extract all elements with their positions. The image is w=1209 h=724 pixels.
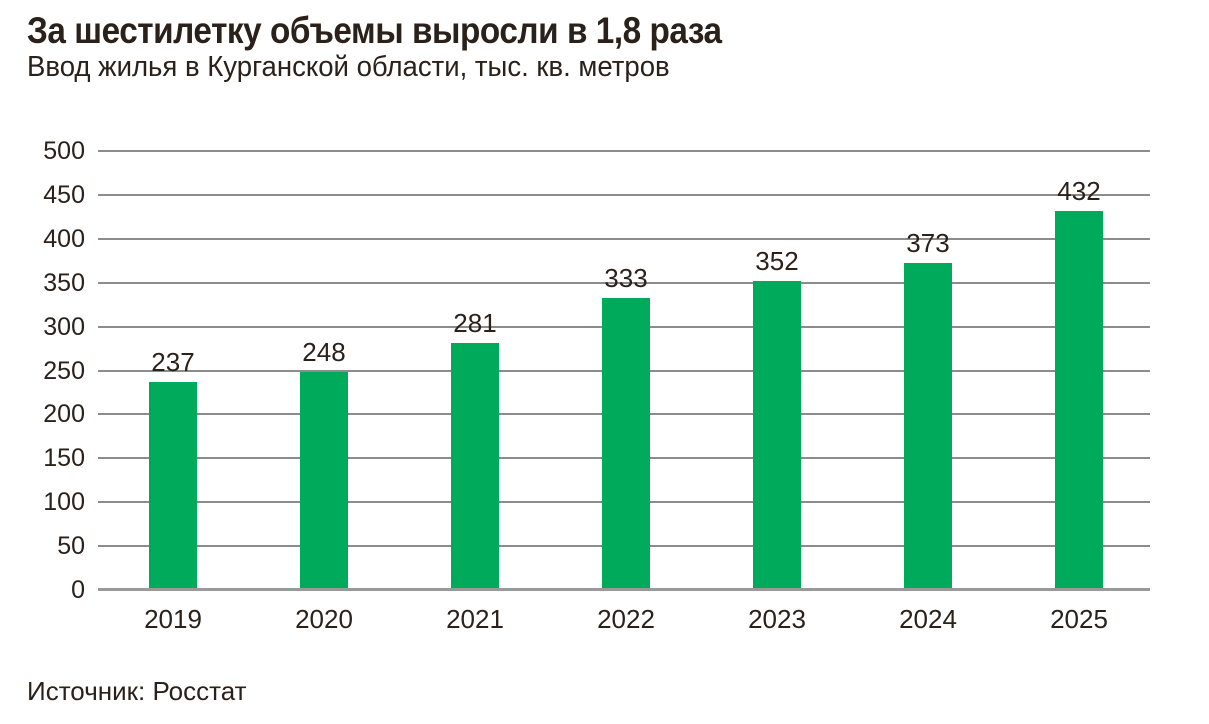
x-tick-label: 2021 — [446, 604, 504, 634]
chart-title: За шестилетку объемы выросли в 1,8 раза — [27, 10, 722, 51]
bar-value-label: 248 — [302, 337, 346, 368]
bar — [300, 372, 348, 590]
bar — [602, 297, 650, 590]
bar-value-label: 237 — [151, 346, 195, 377]
bar — [1055, 210, 1103, 590]
y-tick-label: 250 — [43, 356, 85, 385]
chart-subtitle: Ввод жилья в Курганской области, тыс. кв… — [27, 51, 670, 83]
bar-value-label: 352 — [755, 245, 799, 276]
y-tick-label: 200 — [43, 400, 85, 429]
y-tick-label: 50 — [57, 532, 85, 561]
bar — [904, 262, 952, 590]
x-tick-label: 2024 — [899, 604, 957, 634]
bar — [149, 381, 197, 590]
y-tick-label: 350 — [43, 268, 85, 297]
x-tick-label: 2020 — [295, 604, 353, 634]
y-tick-label: 150 — [43, 444, 85, 473]
source-note: Источник: Росстат — [27, 676, 247, 706]
plot-area: 237 2019 248 2020 281 2021 333 2022 352 2023 373 20… — [98, 150, 1150, 634]
bar-value-label: 373 — [906, 227, 950, 258]
bar-value-label: 281 — [453, 308, 497, 339]
gridline — [98, 281, 1150, 284]
gridline — [98, 237, 1150, 240]
x-tick-label: 2023 — [748, 604, 806, 634]
y-tick-label: 450 — [43, 180, 85, 209]
y-axis: 0 50 100 150 200 250 300 350 400 450 500 — [0, 0, 85, 724]
y-tick-label: 100 — [43, 488, 85, 517]
bar — [753, 280, 801, 590]
y-tick-label: 400 — [43, 224, 85, 253]
x-tick-label: 2022 — [597, 604, 655, 634]
y-tick-label: 0 — [71, 576, 85, 604]
gridline — [98, 193, 1150, 196]
gridline — [98, 150, 1150, 152]
x-axis-line — [98, 588, 1150, 591]
bar-value-label: 333 — [604, 262, 648, 293]
y-tick-label: 500 — [43, 137, 85, 165]
x-tick-label: 2019 — [144, 604, 202, 634]
bar-value-label: 432 — [1057, 175, 1101, 206]
y-tick-label: 300 — [43, 312, 85, 341]
x-tick-label: 2025 — [1050, 604, 1108, 634]
bar — [451, 343, 499, 590]
